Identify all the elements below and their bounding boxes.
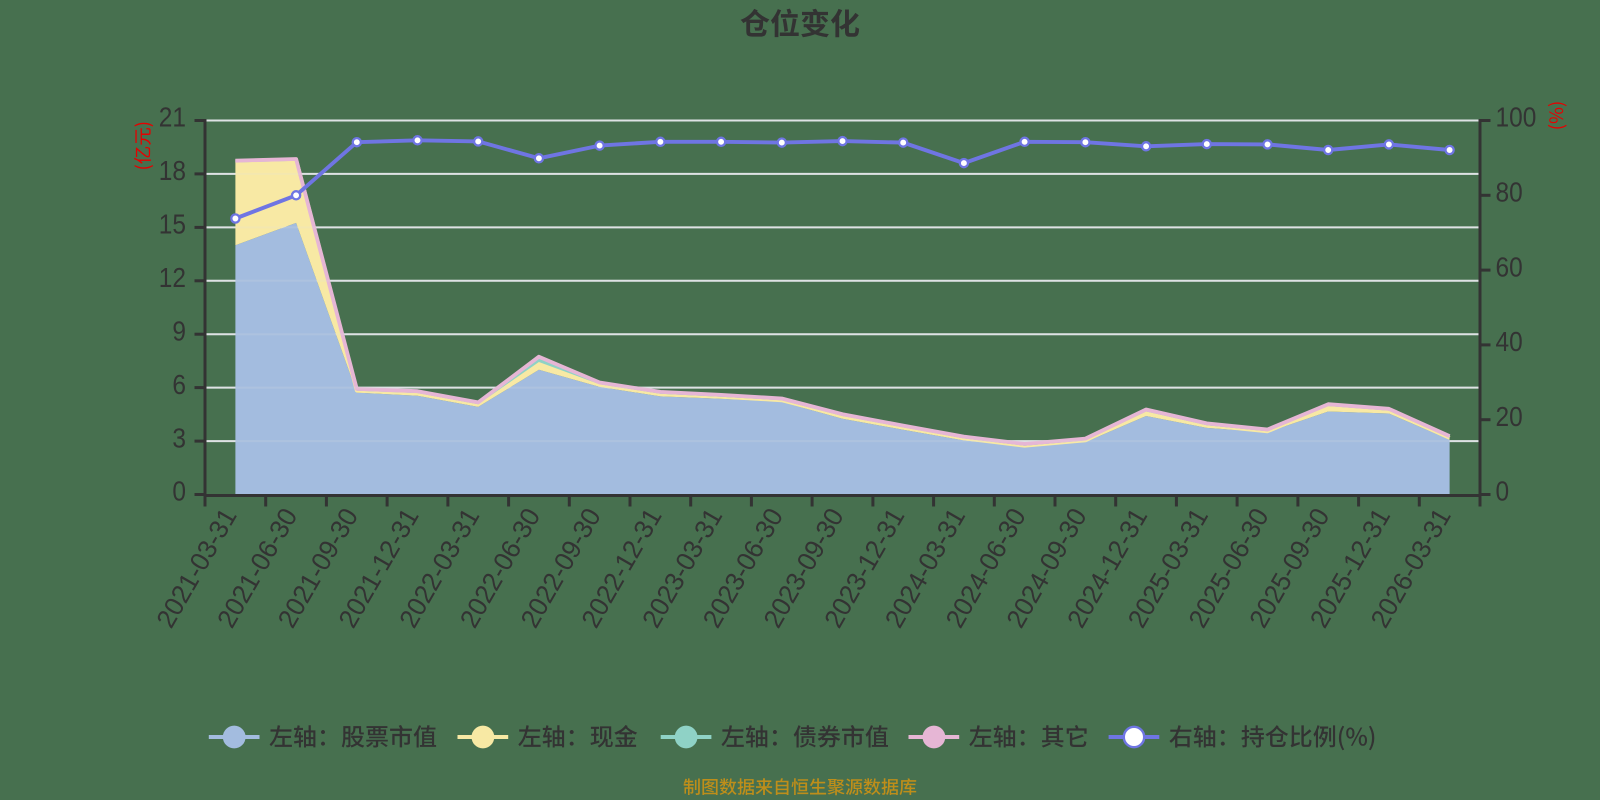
svg-text:80: 80 [1496,177,1523,208]
svg-text:60: 60 [1496,251,1523,282]
svg-text:3: 3 [172,422,186,453]
svg-text:12: 12 [159,262,186,293]
svg-text:15: 15 [159,209,186,240]
svg-text:18: 18 [159,155,186,186]
svg-text:0: 0 [172,476,186,507]
svg-text:100: 100 [1496,102,1537,133]
svg-text:40: 40 [1496,326,1523,357]
svg-text:0: 0 [1496,476,1510,507]
svg-text:20: 20 [1496,401,1523,432]
svg-text:9: 9 [172,315,186,346]
svg-text:6: 6 [172,369,186,400]
svg-text:21: 21 [159,102,186,133]
